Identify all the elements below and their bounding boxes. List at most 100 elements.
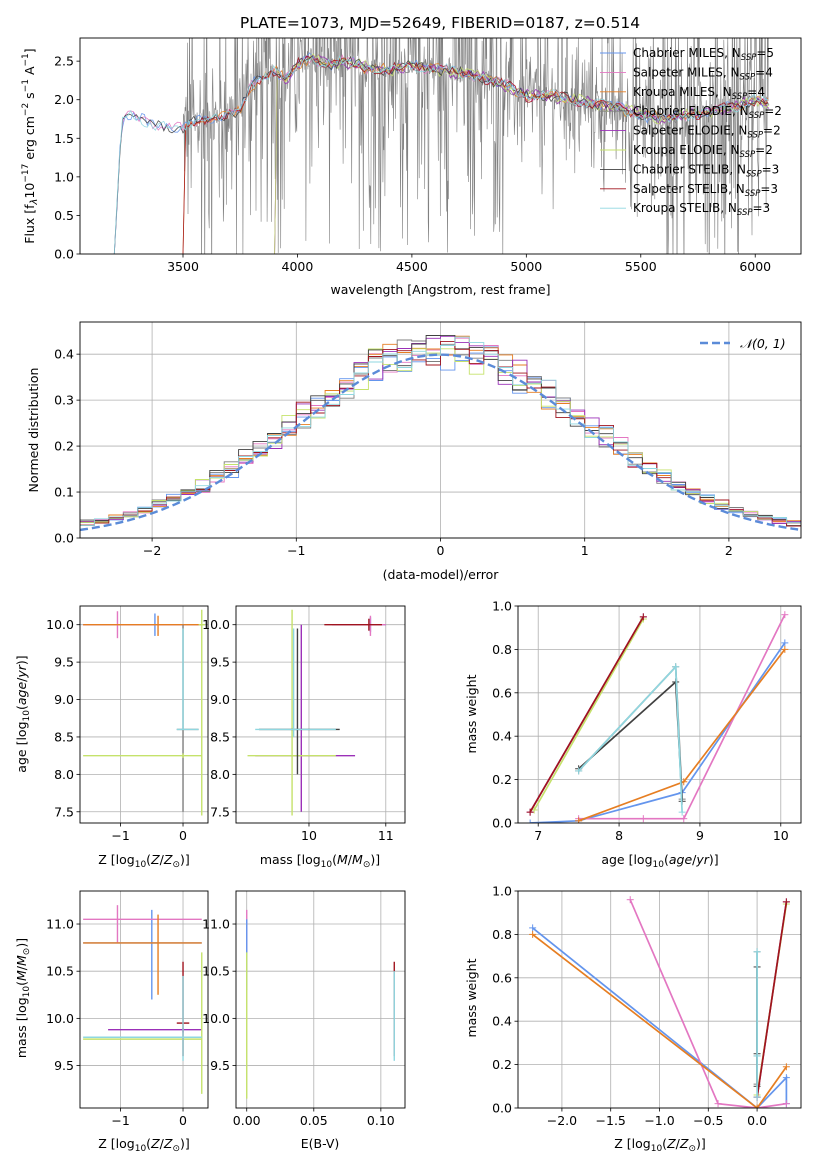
residuals-axes: −2 −1 0 1 2 0.0 0.1 0.2 0.3 0.4 (data-model)/error… <box>26 321 802 582</box>
age_vs_mass-frame <box>235 605 406 824</box>
weight-vs-age-ylabel: mass weight <box>464 674 479 753</box>
age_vs_Z-ytick-label: 9.0 <box>54 692 74 707</box>
spectrum-data-line <box>182 38 769 254</box>
spectrum-ytick-label: 0.0 <box>54 247 74 262</box>
spectrum-xtick-label: 5500 <box>625 259 657 274</box>
weight-series-line <box>578 680 683 802</box>
age_vs_mass-ytick-label: 7.5 <box>210 804 230 819</box>
age_vs_mass-xtick-label: 11 <box>378 828 394 843</box>
weight_vs_Z-xtick-label: −1.0 <box>644 1113 674 1128</box>
weight-series-line <box>577 664 683 813</box>
legend-entry: Kroupa STELIB, NSSP=3 <box>633 201 770 218</box>
histogram-step-line <box>80 334 801 527</box>
legend-entry: Chabrier STELIB, NSSP=3 <box>633 162 779 179</box>
spectrum-xlabel: wavelength [Angstrom, rest frame] <box>330 282 550 297</box>
mass_vs_ebv-xtick-label: 0.10 <box>367 1113 395 1128</box>
age_vs_mass-ytick-label: 9.0 <box>210 692 230 707</box>
weight_vs_Z-plot-area <box>529 896 790 1108</box>
legend-entry: Chabrier MILES, NSSP=5 <box>633 46 774 63</box>
weight-series-line <box>756 901 788 1098</box>
weight-series-line <box>529 616 645 813</box>
spectrum-xtick-label: 3500 <box>167 259 199 274</box>
residuals-ytick-label: 0.1 <box>54 485 74 500</box>
mass-vs-Z-xlabel: Z [log10(Z/Z⊙)] <box>98 1136 190 1154</box>
residuals-ytick-label: 0.4 <box>54 347 74 362</box>
spectrum-model-line <box>113 55 769 254</box>
age_vs_Z-frame <box>79 605 209 824</box>
legend-entry: Kroupa MILES, NSSP=4 <box>633 85 765 102</box>
weight-vs-Z-ylabel: mass weight <box>464 958 479 1037</box>
spectrum-xtick-label: 4000 <box>282 259 314 274</box>
mass_vs_ebv-xtick-label: 0.00 <box>233 1113 261 1128</box>
residuals-xtick-label: 0 <box>437 543 445 558</box>
residuals-xtick-label: −2 <box>143 543 161 558</box>
mass_vs_Z-ytick-label: 9.5 <box>54 1058 74 1073</box>
age_vs_mass-ytick-label: 8.0 <box>210 767 230 782</box>
histogram-xlabel: (data-model)/error <box>383 567 500 582</box>
residuals-xtick-label: −1 <box>287 543 305 558</box>
legend-entry: Salpeter MILES, NSSP=4 <box>633 65 773 82</box>
weight_vs_age-axes: 7 8 9 10 0.0 0.2 0.4 0.6 0.8 1.0 <box>492 599 802 843</box>
spectrum-ytick-label: 1.0 <box>54 169 74 184</box>
residuals-ytick-label: 0.2 <box>54 439 74 454</box>
spectrum-xtick-label: 4500 <box>396 259 428 274</box>
mass-vs-ebv-xlabel: E(B-V) <box>301 1136 340 1151</box>
age_vs_Z-plot-area <box>83 609 205 816</box>
histogram-ylabel: Normed distribution <box>26 368 41 493</box>
residuals-ytick-label: 0.0 <box>54 531 74 546</box>
weight-vs-Z-xlabel: Z [log10(Z/Z⊙)] <box>614 1136 706 1154</box>
weight_vs_age-plot-area <box>526 611 789 823</box>
legend-entry: Chabrier ELODIE, NSSP=2 <box>633 104 782 121</box>
age_vs_Z-ytick-label: 8.0 <box>54 767 74 782</box>
weight_vs_age-ytick-label: 0.0 <box>492 816 512 831</box>
spectrum-plot-area <box>113 38 770 254</box>
weight-series-line <box>629 899 787 1108</box>
legend-entry: Kroupa ELODIE, NSSP=2 <box>633 143 773 160</box>
age_vs_Z-xtick-label: 0 <box>179 828 187 843</box>
figure-title: PLATE=1073, MJD=52649, FIBERID=0187, z=0… <box>240 14 640 32</box>
spectrum-model-line <box>182 55 769 254</box>
weight_vs_Z-xtick-label: 0.0 <box>747 1113 767 1128</box>
residuals-ytick-label: 0.3 <box>54 393 74 408</box>
spectrum-model-line <box>274 53 770 254</box>
age_vs_Z-axes: −1 0 7.5 8.0 8.5 9.0 9.5 10.0 <box>46 605 209 843</box>
weight_vs_age-ytick-label: 1.0 <box>492 599 512 614</box>
weight_vs_age-ytick-label: 0.6 <box>492 685 512 700</box>
age_vs_Z-ytick-label: 10.0 <box>46 617 74 632</box>
spectrum-frame <box>79 37 802 255</box>
mass_vs_Z-axes: −1 0 9.5 10.0 10.5 11.0 <box>46 890 209 1128</box>
weight_vs_age-xtick-label: 8 <box>615 828 623 843</box>
spectrum-xtick-label: 5000 <box>510 259 542 274</box>
mass_vs_Z-frame <box>79 890 209 1109</box>
mass_vs_ebv-frame <box>235 890 406 1109</box>
legend-entry: Salpeter STELIB, NSSP=3 <box>633 182 778 199</box>
age_vs_mass-plot-area <box>247 609 386 816</box>
mass_vs_Z-ytick-label: 10.0 <box>46 1011 74 1026</box>
mass_vs_Z-plot-area <box>83 905 203 1094</box>
weight_vs_Z-xtick-label: −1.5 <box>596 1113 626 1128</box>
weight_vs_Z-ytick-label: 1.0 <box>492 884 512 899</box>
mass_vs_ebv-ytick-label: 10.0 <box>202 1011 230 1026</box>
age_vs_Z-ytick-label: 7.5 <box>54 804 74 819</box>
weight_vs_Z-xtick-label: −0.5 <box>693 1113 723 1128</box>
spectrum-axes: 3500 4000 4500 5000 5500 6000 0.0 0.5 1.0 1.5 2.0 2… <box>54 37 802 297</box>
gaussian-reference-curve <box>80 353 799 532</box>
weight_vs_Z-ytick-label: 0.0 <box>492 1101 512 1116</box>
legend-entry: 𝒩(0, 1) <box>740 336 786 351</box>
mass_vs_ebv-ytick-label: 11.0 <box>202 917 230 932</box>
weight_vs_Z-xtick-label: −2.0 <box>547 1113 577 1128</box>
spectrum-ytick-label: 0.5 <box>54 208 74 223</box>
spectrum-legend: Chabrier MILES, NSSP=5 Salpeter MILES, NS… <box>600 46 782 218</box>
weight_vs_Z-ytick-label: 0.8 <box>492 927 512 942</box>
age_vs_mass-xtick-label: 10 <box>301 828 317 843</box>
histogram-legend: 𝒩(0, 1) <box>700 336 786 351</box>
histogram-plot-area <box>80 334 801 532</box>
spectrum-ylabel: Flux [fλ10−17 erg cm−2 s−1 A−1] <box>21 48 40 243</box>
spectrum-xtick-label: 6000 <box>739 259 771 274</box>
mass-vs-Z-ylabel: mass [log10(M/M⊙)] <box>14 938 32 1058</box>
weight_vs_age-ytick-label: 0.2 <box>492 772 512 787</box>
weight_vs_age-ytick-label: 0.4 <box>492 729 512 744</box>
mass_vs_ebv-xtick-label: 0.05 <box>300 1113 328 1128</box>
weight-series-line <box>532 927 788 1108</box>
